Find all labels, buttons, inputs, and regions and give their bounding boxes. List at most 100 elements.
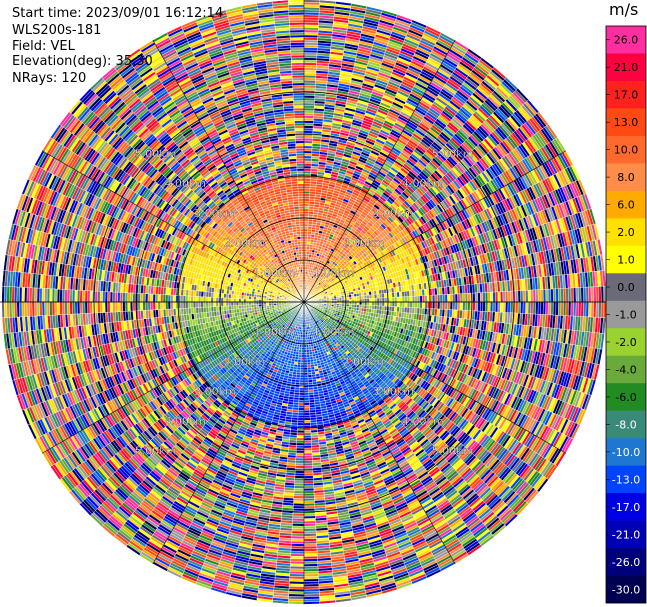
velocity-bin [442,294,446,303]
velocity-bin [454,293,458,303]
velocity-bin [303,211,309,215]
velocity-bin [414,301,418,309]
velocity-bin [303,122,314,126]
velocity-bin [391,301,395,307]
velocity-bin [349,301,353,305]
velocity-bin [303,185,311,189]
velocity-bin [356,298,360,303]
velocity-bin [303,150,313,154]
velocity-bin [303,206,310,210]
velocity-bin [307,233,312,237]
velocity-bin [412,301,416,308]
velocity-bin [371,298,375,303]
velocity-bin [495,291,499,303]
velocity-bin [356,301,360,306]
velocity-bin [303,180,311,184]
velocity-bin [552,301,557,316]
velocity-bin [303,160,312,164]
velocity-bin [364,301,368,306]
velocity-bin [303,201,310,205]
velocity-bin [507,301,511,313]
velocity-bin [353,296,357,300]
velocity-bin [303,246,308,250]
velocity-bin [351,296,355,300]
velocity-bin [452,301,456,311]
velocity-bin [467,301,471,311]
velocity-bin [462,301,466,311]
velocity-bin [303,155,312,159]
velocity-bin [396,296,400,303]
velocity-bin [432,294,436,303]
velocity-bin [303,135,313,139]
velocity-bin [369,294,373,299]
velocity-bin [568,287,572,303]
velocity-bin [379,297,383,303]
velocity-bin [464,301,468,311]
velocity-bin [303,168,312,172]
velocity-bin [419,301,423,309]
velocity-bin [303,125,314,129]
velocity-bin [364,298,368,303]
velocity-bin [303,256,307,260]
velocity-bin [366,305,370,309]
velocity-bin [349,299,353,303]
velocity-bin [507,291,511,303]
velocity-bin [424,295,428,303]
velocity-bin [303,190,310,194]
velocity-bin [396,301,400,308]
velocity-bin [366,301,370,306]
velocity-bin [394,301,398,308]
velocity-bin [303,228,308,232]
velocity-bin [407,296,410,303]
velocity-bin [379,301,383,307]
velocity-bin [424,301,428,309]
velocity-bin [394,296,398,303]
velocity-bin [434,294,438,303]
velocity-bin [363,295,368,299]
velocity-bin [346,301,350,305]
velocity-bin [369,301,373,306]
velocity-bin [401,301,405,308]
velocity-bin [412,296,416,303]
velocity-bin [366,295,370,299]
velocity-bin [303,231,308,235]
velocity-bin [303,163,312,167]
velocity-bin [307,238,311,243]
velocity-bin [552,288,557,303]
velocity-bin [401,296,405,303]
velocity-bin [457,301,461,311]
velocity-bin [384,297,388,303]
velocity-bin [454,301,458,311]
velocity-bin [371,301,375,306]
velocity-bin [492,301,496,313]
velocity-bin [306,256,309,260]
velocity-bin [437,301,441,310]
velocity-bin [354,299,358,303]
velocity-bin [303,158,312,162]
velocity-bin [303,261,307,265]
velocity-bin [303,64,317,69]
velocity-bin [434,301,438,310]
velocity-bin [303,49,318,54]
velocity-bin [417,301,421,309]
velocity-bin [303,213,309,217]
velocity-bin [353,304,357,308]
velocity-bin [303,145,313,149]
velocity-bin [522,290,526,303]
velocity-bin [303,110,315,114]
velocity-bin [442,301,446,310]
velocity-bin [492,291,496,303]
velocity-bin [303,19,319,23]
velocity-bin [336,298,340,301]
velocity-bin [369,305,373,310]
velocity-bin [303,138,313,142]
velocity-bin [303,107,315,111]
velocity-bin [361,298,365,303]
velocity-bin [303,221,309,225]
velocity-bin [414,295,418,303]
velocity-bin [391,297,395,303]
velocity-bin [303,248,307,252]
velocity-bin [381,297,385,303]
velocity-bin [303,238,308,242]
velocity-bin [568,301,572,317]
